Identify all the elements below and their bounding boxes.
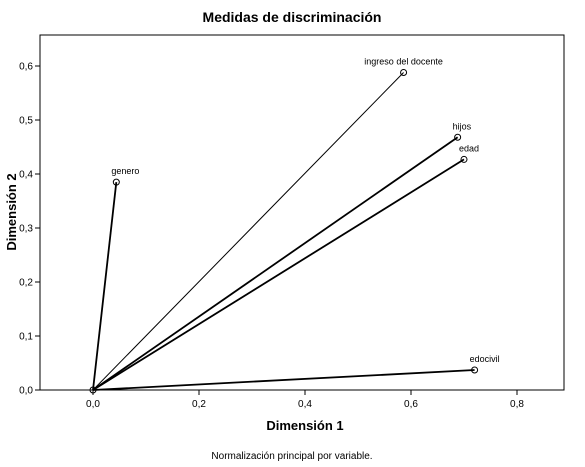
- point-hijos: [454, 133, 462, 141]
- y-axis: 0,0 0,1 0,2 0,3 0,4 0,5 0,6: [19, 62, 40, 397]
- x-tick-label: 0,0: [86, 399, 100, 410]
- x-axis: 0,0 0,2 0,4 0,6 0,8: [86, 390, 524, 410]
- x-tick-label: 0,2: [192, 399, 206, 410]
- vector-line-hijos: [92, 136, 459, 391]
- vector-line-edocivil: [92, 369, 475, 391]
- discrimination-vectors: [92, 72, 475, 391]
- point-ingreso-del-docente: [400, 68, 408, 76]
- point-genero: [112, 178, 120, 186]
- x-tick-label: 0,8: [510, 399, 524, 410]
- x-tick-label: 0,4: [298, 399, 312, 410]
- y-tick-label: 0,5: [19, 116, 33, 127]
- plot-area-frame: [39, 34, 565, 391]
- point-labels: genero ingreso del docente hijos edad edociv…: [111, 56, 499, 364]
- vector-line-ingreso-del-docente: [92, 72, 404, 391]
- point-label-edad: edad: [459, 143, 479, 153]
- origin-point: [89, 386, 97, 394]
- point-label-hijos: hijos: [453, 121, 472, 131]
- x-axis-title: Dimensión 1: [266, 418, 343, 433]
- point-edocivil: [471, 366, 479, 374]
- footnote: Normalización principal por variable.: [211, 451, 372, 462]
- point-label-genero: genero: [111, 166, 139, 176]
- vector-line-edad: [92, 158, 465, 391]
- chart-title: Medidas de discriminación: [203, 9, 382, 25]
- point-label-edocivil: edocivil: [470, 354, 500, 364]
- point-label-ingreso-del-docente: ingreso del docente: [364, 56, 443, 66]
- y-tick-label: 0,0: [19, 386, 33, 397]
- y-tick-label: 0,1: [19, 332, 33, 343]
- y-tick-label: 0,2: [19, 278, 33, 289]
- y-axis-title: Dimensión 2: [4, 173, 19, 250]
- y-tick-label: 0,4: [19, 170, 33, 181]
- y-tick-label: 0,3: [19, 224, 33, 235]
- y-tick-label: 0,6: [19, 62, 33, 73]
- vector-line-genero: [92, 181, 118, 391]
- x-tick-label: 0,6: [404, 399, 418, 410]
- discrimination-points: [89, 68, 479, 394]
- point-edad: [460, 155, 468, 163]
